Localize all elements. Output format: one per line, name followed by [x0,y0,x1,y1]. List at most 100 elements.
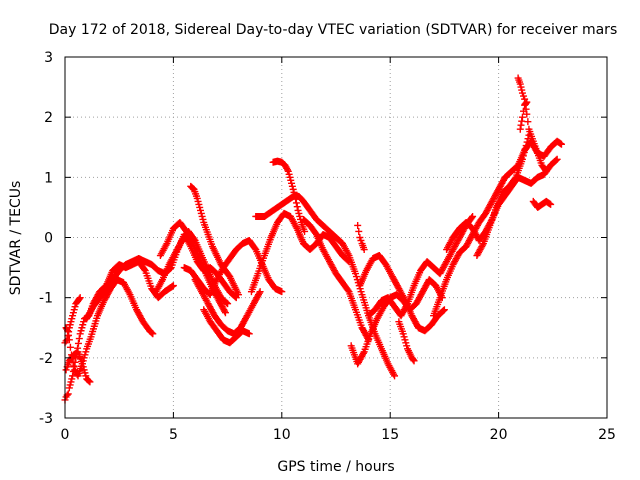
data-point [479,241,487,249]
data-point [541,166,549,174]
data-point [553,155,561,163]
data-point [291,191,299,199]
data-point [468,214,476,222]
data-point [552,156,560,164]
data-point [518,117,526,125]
data-point [245,330,253,338]
data-point [439,307,447,315]
data-point [292,199,300,207]
x-tick-label: 0 [61,427,70,443]
data-point [344,257,352,265]
data-point [511,174,519,182]
series-track-18 [356,252,448,335]
series-track-7 [156,218,229,317]
data-point [256,288,264,296]
chart-title: Day 172 of 2018, Sidereal Day-to-day VTE… [49,22,617,38]
data-point [522,142,530,150]
data-point [518,155,526,163]
data-point [523,98,531,106]
data-point [391,372,399,380]
data-point [547,200,555,208]
series-track-1 [62,276,157,380]
data-point [517,121,525,129]
data-point [524,118,532,126]
data-point [224,300,232,308]
series-track-11 [180,237,286,299]
data-points [61,74,565,404]
data-point [65,328,73,336]
data-point [360,246,368,254]
grid [65,57,607,418]
series-track-4 [61,294,84,347]
data-point [518,113,526,121]
series-track-16 [354,221,368,254]
series-track-17 [347,276,446,368]
x-axis-label: GPS time / hours [277,459,394,475]
data-point [278,288,286,296]
data-point [410,357,418,365]
x-tick-label: 5 [169,427,178,443]
data-point [140,265,148,273]
data-point [354,221,362,229]
series-track-3 [62,348,94,386]
data-point [169,282,177,290]
data-point [345,258,353,266]
series-track-20 [395,318,418,365]
data-point [149,330,157,338]
data-point [255,289,263,297]
series-track-15 [299,215,373,344]
series-track-9 [191,276,264,338]
data-point [283,166,291,174]
data-point [66,343,74,351]
series-track-14 [247,209,353,296]
data-point [520,107,528,115]
data-point [344,286,352,294]
data-point [64,332,72,340]
y-tick-label: -1 [39,291,53,307]
data-point [223,299,231,307]
x-tick-label: 15 [381,427,399,443]
data-point [292,195,300,203]
data-point [523,138,531,146]
series-track-12 [252,191,399,380]
data-point [75,295,83,303]
data-point [71,358,79,366]
data-point [69,367,77,375]
series-track-19 [365,212,477,320]
y-tick-label: 1 [44,170,53,186]
data-point [69,372,77,380]
data-point [355,227,363,235]
data-point [85,377,93,385]
y-tick-label: 3 [44,50,53,66]
data-point [221,307,229,315]
data-point [293,203,301,211]
y-axis-label: SDTVAR / TECUs [8,181,24,296]
data-point [440,306,448,314]
data-point [516,125,524,133]
data-point [403,301,411,309]
data-point [557,140,565,148]
data-point [188,238,196,246]
data-point [74,339,82,347]
data-point [521,145,529,153]
data-point [148,329,156,337]
data-point [70,363,78,371]
y-tick-label: 0 [44,231,53,247]
data-point [469,212,477,220]
data-point [522,99,530,107]
x-tick-label: 10 [273,427,291,443]
data-point [234,291,242,299]
data-point [542,167,550,175]
x-tick-label: 20 [490,427,508,443]
axes: 0 5 10 15 20 25 -3 -2 -1 0 1 2 3 [39,50,616,443]
series-track-26 [529,197,555,211]
data-point [440,306,448,314]
data-point [86,378,94,386]
data-point [409,356,417,364]
data-point [221,309,229,317]
data-point [188,184,196,192]
data-point [519,152,527,160]
series-track-13 [269,157,309,235]
series-track-25 [516,98,531,133]
